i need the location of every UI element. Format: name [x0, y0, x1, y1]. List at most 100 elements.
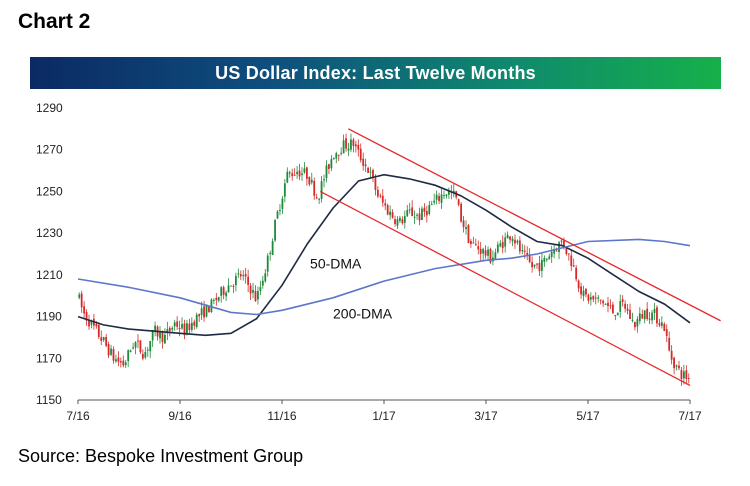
- candle-body-up: [281, 198, 284, 209]
- candle-body-up: [310, 179, 313, 183]
- candle-body-up: [589, 297, 592, 300]
- candle-body-down: [634, 321, 636, 328]
- candle-body-up: [516, 240, 519, 243]
- candle-body-up: [582, 290, 585, 296]
- candle-body-down: [215, 297, 218, 301]
- candle-body-down: [528, 254, 531, 262]
- candle-body-down: [379, 195, 382, 197]
- candle-body-down: [570, 255, 573, 267]
- candle-body-down: [555, 250, 558, 252]
- candle-body-up: [682, 371, 685, 379]
- candle-body-down: [254, 291, 257, 302]
- candle-body-down: [599, 299, 602, 301]
- candle-body-down: [621, 299, 624, 302]
- candle-body-down: [629, 309, 631, 319]
- annotation-label: 50-DMA: [310, 256, 362, 272]
- candle-body-up: [110, 348, 112, 355]
- candle-body-up: [330, 159, 333, 169]
- candle-body-down: [418, 213, 421, 221]
- candle-body-up: [332, 157, 335, 160]
- candle-body-up: [430, 204, 433, 206]
- candle-body-down: [352, 139, 355, 146]
- candle-body-down: [624, 303, 627, 309]
- candle-body-up: [643, 310, 646, 320]
- candle-body-down: [509, 236, 511, 240]
- candle-body-up: [631, 319, 634, 321]
- candle-body-down: [438, 195, 440, 201]
- candle-body-up: [318, 198, 321, 200]
- candles: [78, 133, 690, 386]
- candle-body-up: [234, 275, 237, 286]
- candle-body-up: [212, 299, 215, 301]
- candle-body-down: [462, 220, 465, 228]
- candle-body-down: [239, 274, 242, 277]
- candle-body-up: [342, 140, 345, 154]
- candle-body-down: [141, 353, 144, 359]
- candle-body-down: [523, 250, 526, 252]
- candle-body-down: [401, 219, 404, 224]
- candle-body-up: [465, 227, 467, 230]
- candle-body-up: [149, 340, 152, 352]
- candle-body-down: [222, 287, 225, 295]
- candle-body-down: [665, 329, 668, 337]
- candle-body-up: [146, 349, 149, 351]
- candle-body-down: [678, 365, 680, 369]
- candle-body-up: [619, 301, 622, 312]
- ma50-line: [77, 173, 691, 337]
- candle-body-up: [445, 194, 448, 196]
- candle-body-up: [124, 362, 127, 366]
- source-note: Source: Bespoke Investment Group: [18, 446, 304, 466]
- candle-body-up: [266, 255, 269, 272]
- candle-body-up: [550, 251, 553, 257]
- candle-body-up: [190, 322, 193, 330]
- candle-body-up: [181, 324, 183, 329]
- candle-body-down: [298, 170, 301, 177]
- candle-body-up: [494, 252, 497, 260]
- candle-body-up: [638, 313, 641, 322]
- candle-body-down: [565, 247, 568, 255]
- candle-body-down: [249, 285, 252, 294]
- candle-body-up: [540, 259, 543, 271]
- candle-body-up: [242, 275, 245, 277]
- candle-body-down: [646, 308, 649, 320]
- candle-body-down: [95, 323, 98, 327]
- annotations: 50-DMA 200-DMA: [310, 256, 393, 322]
- candle-body-down: [367, 167, 369, 173]
- candle-body-up: [132, 347, 134, 349]
- candle-body-up: [496, 244, 499, 253]
- candle-body-down: [372, 170, 374, 179]
- candle-body-down: [386, 205, 389, 215]
- candle-body-down: [663, 323, 666, 331]
- candle-body-up: [286, 171, 289, 183]
- y-tick-label: 1150: [36, 393, 62, 407]
- candle-body-up: [283, 183, 286, 197]
- candle-body-down: [313, 181, 316, 196]
- x-tick-label: 7/16: [66, 409, 90, 423]
- candle-body-down: [585, 288, 587, 295]
- candle-body-up: [406, 209, 409, 217]
- candle-body-down: [560, 240, 563, 242]
- candle-body-up: [653, 308, 656, 313]
- candle-body-down: [614, 315, 617, 317]
- candle-body-down: [244, 274, 247, 277]
- candle-body-down: [168, 328, 171, 332]
- candle-body-down: [531, 261, 534, 268]
- candle-body-up: [428, 205, 431, 214]
- channel-lower-line: [319, 190, 691, 386]
- candle-body-down: [337, 154, 340, 156]
- y-tick-label: 1290: [36, 101, 63, 115]
- candle-body-down: [575, 267, 578, 280]
- candle-body-up: [435, 194, 438, 200]
- candle-body-up: [616, 312, 619, 316]
- candle-body-down: [526, 252, 529, 255]
- candle-body-up: [164, 334, 166, 344]
- candle-body-up: [320, 181, 323, 199]
- candle-body-up: [102, 337, 105, 340]
- candle-body-up: [144, 351, 147, 358]
- candle-body-up: [154, 325, 157, 332]
- candle-body-down: [479, 248, 482, 254]
- candle-body-up: [369, 171, 372, 173]
- candle-body-down: [538, 262, 541, 272]
- candle-body-down: [362, 158, 365, 166]
- candle-body-down: [161, 331, 164, 342]
